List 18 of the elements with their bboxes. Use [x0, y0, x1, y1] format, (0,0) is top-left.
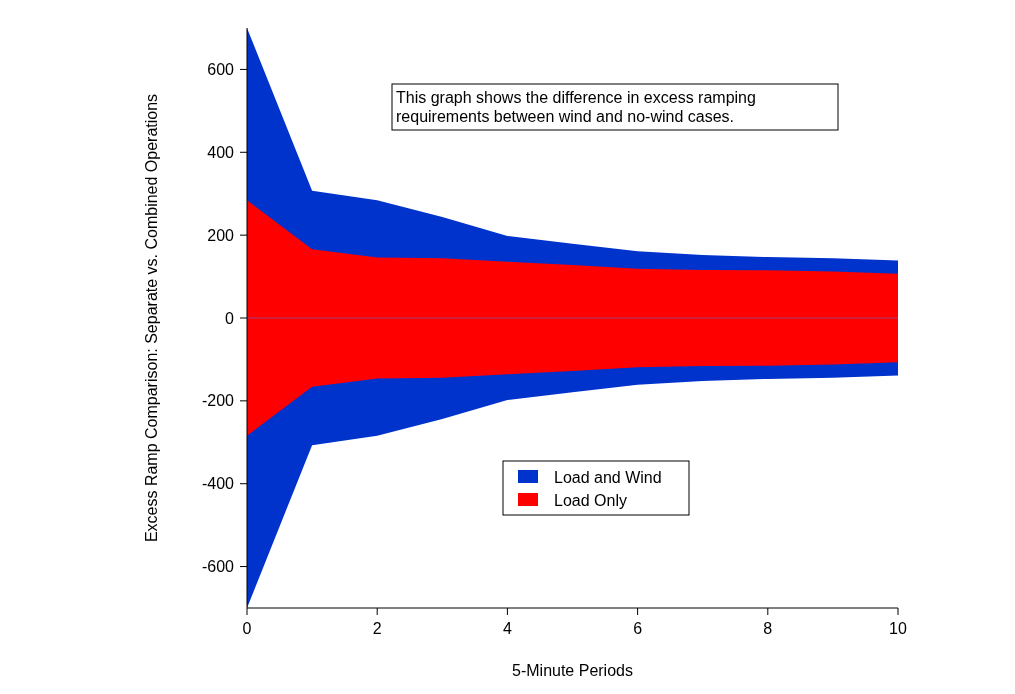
y-tick-label: -200 [201, 392, 235, 410]
x-axis-title: 5-Minute Periods [512, 662, 633, 679]
y-tick-label: 0 [225, 309, 235, 327]
y-tick-label: 400 [207, 143, 235, 161]
legend-label: Load Only [554, 491, 627, 509]
x-tick-label: 2 [372, 620, 382, 637]
y-tick-label: 600 [207, 61, 235, 79]
x-tick-label: 8 [763, 620, 773, 637]
y-tick-label: -400 [201, 475, 235, 493]
legend-label: Load and Wind [554, 468, 662, 486]
x-tick-label: 4 [502, 620, 512, 637]
annotation: This graph shows the difference in excess ramping requirements between wind and no-wind cases. [396, 89, 756, 125]
y-tick-label: -600 [201, 558, 235, 576]
y-tick-label: 200 [207, 226, 235, 244]
x-tick-label: 0 [242, 620, 252, 637]
y-axis-title: Excess Ramp Comparison: Separate vs. Combined Operations [143, 93, 160, 543]
x-tick-label: 10 [889, 620, 907, 637]
x-tick-label: 6 [633, 620, 643, 637]
